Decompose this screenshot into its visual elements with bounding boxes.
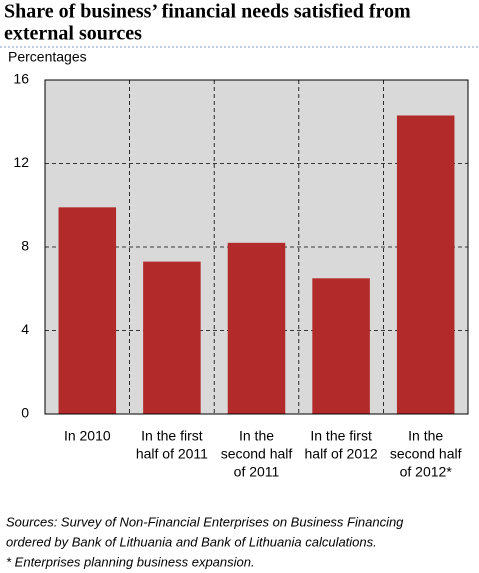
bar	[312, 278, 370, 414]
bar	[396, 115, 455, 415]
x-tick-label: half of 2011	[136, 446, 208, 462]
bar	[227, 242, 286, 414]
x-tick-label: second half	[390, 446, 462, 462]
bar	[143, 261, 201, 414]
y-tick-label: 8	[21, 238, 29, 254]
x-tick-label: In the first	[141, 428, 203, 444]
y-tick-label: 16	[13, 71, 29, 87]
y-tick-label: 4	[21, 321, 29, 337]
bar	[58, 207, 117, 414]
y-axis-label: Percentages	[8, 49, 87, 65]
x-tick-label: half of 2012	[305, 446, 378, 462]
footnote: * Enterprises planning business expansio…	[6, 554, 255, 569]
x-tick-label: In the	[239, 428, 274, 444]
footnote: ordered by Bank of Lithuania and Bank of…	[6, 534, 377, 549]
plot-frame	[44, 79, 469, 415]
chart-title: Share of business’ financial needs satis…	[4, 1, 411, 23]
y-tick-label: 0	[21, 405, 29, 421]
x-tick-label: In the	[408, 428, 443, 444]
x-tick-label: of 2011	[234, 464, 280, 480]
x-tick-label: second half	[221, 446, 293, 462]
x-tick-label: In 2010	[64, 428, 111, 444]
x-tick-label: of 2012*	[400, 464, 453, 480]
y-tick-label: 12	[13, 154, 29, 170]
footnote: Sources: Survey of Non-Financial Enterpr…	[6, 514, 404, 529]
chart-title: external sources	[4, 23, 142, 45]
x-tick-label: In the first	[310, 428, 372, 444]
